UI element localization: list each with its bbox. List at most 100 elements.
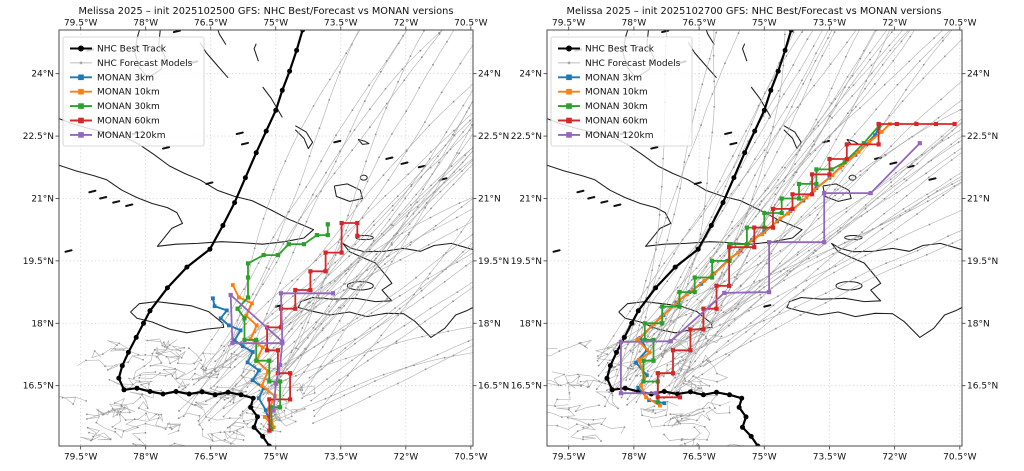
forecast-model-marker	[205, 401, 207, 403]
track-monan-30km-marker	[660, 305, 664, 309]
forecast-model-marker	[927, 200, 929, 202]
forecast-model-marker	[985, 123, 987, 125]
island-speck	[725, 133, 731, 134]
track-nhc-best-track-marker	[673, 265, 678, 270]
forecast-model-marker	[584, 346, 586, 348]
forecast-model-marker	[780, 271, 782, 273]
forecast-model-marker	[701, 346, 703, 348]
y-tick-label-left: 16.5°N	[511, 382, 542, 392]
track-monan-60km-marker	[752, 226, 756, 230]
track-monan-30km-marker	[660, 321, 664, 325]
forecast-model-marker	[397, 81, 399, 83]
forecast-model-marker	[405, 367, 407, 369]
forecast-model-marker	[495, 227, 497, 229]
forecast-model-marker	[285, 407, 287, 409]
y-tick-label-left: 21°N	[31, 194, 54, 204]
forecast-model-marker	[344, 347, 346, 349]
forecast-model-marker	[205, 369, 207, 371]
forecast-model-marker	[504, 56, 506, 58]
forecast-model-marker	[831, 88, 833, 90]
track-monan-10km-marker	[880, 130, 884, 134]
track-monan-120km-marker	[669, 339, 673, 343]
forecast-model-marker	[239, 414, 241, 416]
forecast-model-marker	[54, 394, 56, 396]
forecast-model-marker	[700, 124, 702, 126]
forecast-model-marker	[369, 327, 371, 329]
track-monan-30km-marker	[780, 196, 784, 200]
forecast-model-marker	[835, 139, 837, 141]
forecast-model-marker	[276, 262, 278, 264]
forecast-model-marker	[258, 262, 260, 264]
track-nhc-best-track-marker	[226, 390, 231, 395]
forecast-model-marker	[469, 120, 471, 122]
forecast-model-marker	[143, 365, 145, 367]
forecast-model-marker	[786, 274, 788, 276]
forecast-model-marker	[742, 198, 744, 200]
forecast-model-marker	[156, 352, 158, 354]
forecast-model-marker	[39, 406, 41, 408]
forecast-model-marker	[307, 364, 309, 366]
forecast-model-marker	[576, 423, 578, 425]
forecast-model-marker	[235, 385, 237, 387]
forecast-model-marker	[145, 413, 147, 415]
forecast-model-marker	[808, 258, 810, 260]
forecast-model-marker	[604, 396, 606, 398]
forecast-model-marker	[797, 254, 799, 256]
forecast-model-marker	[277, 239, 279, 241]
forecast-model-marker	[304, 408, 306, 410]
forecast-model-marker	[385, 195, 387, 197]
forecast-model-marker	[339, 71, 341, 73]
forecast-model-marker	[778, 199, 780, 201]
forecast-model-marker	[212, 440, 214, 442]
forecast-model-marker	[428, 244, 430, 246]
forecast-model-marker	[258, 390, 260, 392]
forecast-model-marker	[740, 286, 742, 288]
forecast-model-marker	[659, 214, 661, 216]
forecast-model-marker	[397, 195, 399, 197]
forecast-model-marker	[421, 290, 423, 292]
forecast-model-marker	[703, 410, 705, 412]
forecast-model-marker	[670, 361, 672, 363]
forecast-model-line	[670, 0, 854, 395]
forecast-model-marker	[266, 267, 268, 269]
forecast-model-marker	[468, 107, 470, 109]
forecast-model-marker	[831, 117, 833, 119]
forecast-model-marker	[777, 295, 779, 297]
forecast-model-marker	[132, 384, 134, 386]
x-tick-label-bottom: 70.5°W	[943, 453, 977, 463]
forecast-model-marker	[121, 406, 123, 408]
forecast-model-marker	[174, 443, 176, 445]
track-monan-30km-marker	[287, 242, 291, 246]
forecast-model-marker	[176, 378, 178, 380]
track-monan-30km-marker	[267, 379, 271, 383]
forecast-model-marker	[223, 346, 225, 348]
forecast-model-marker	[785, 3, 787, 5]
track-monan-120km-marker	[767, 290, 771, 294]
forecast-model-marker	[966, 116, 968, 118]
forecast-model-marker	[759, 204, 761, 206]
track-monan-3km-marker	[241, 344, 245, 348]
track-monan-10km-marker	[260, 384, 264, 388]
forecast-model-marker	[781, 167, 783, 169]
forecast-model-marker	[402, 35, 404, 37]
forecast-model-marker	[695, 352, 697, 354]
forecast-model-marker	[569, 392, 571, 394]
forecast-model-marker	[475, 160, 477, 162]
forecast-model-marker	[696, 420, 698, 422]
forecast-model-marker	[693, 438, 695, 440]
forecast-model-marker	[700, 301, 702, 303]
track-monan-30km-marker	[326, 233, 330, 237]
forecast-model-marker	[403, 325, 405, 327]
forecast-model-marker	[648, 420, 650, 422]
forecast-model-marker	[152, 353, 154, 355]
forecast-model-marker	[897, 84, 899, 86]
y-tick-label-left: 18°N	[519, 319, 542, 329]
forecast-model-marker	[356, 317, 358, 319]
forecast-model-marker	[866, 211, 868, 213]
forecast-model-marker	[749, 208, 751, 210]
forecast-model-marker	[332, 360, 334, 362]
forecast-model-marker	[354, 343, 356, 345]
forecast-model-marker	[998, 151, 1000, 153]
forecast-model-marker	[799, 149, 801, 151]
